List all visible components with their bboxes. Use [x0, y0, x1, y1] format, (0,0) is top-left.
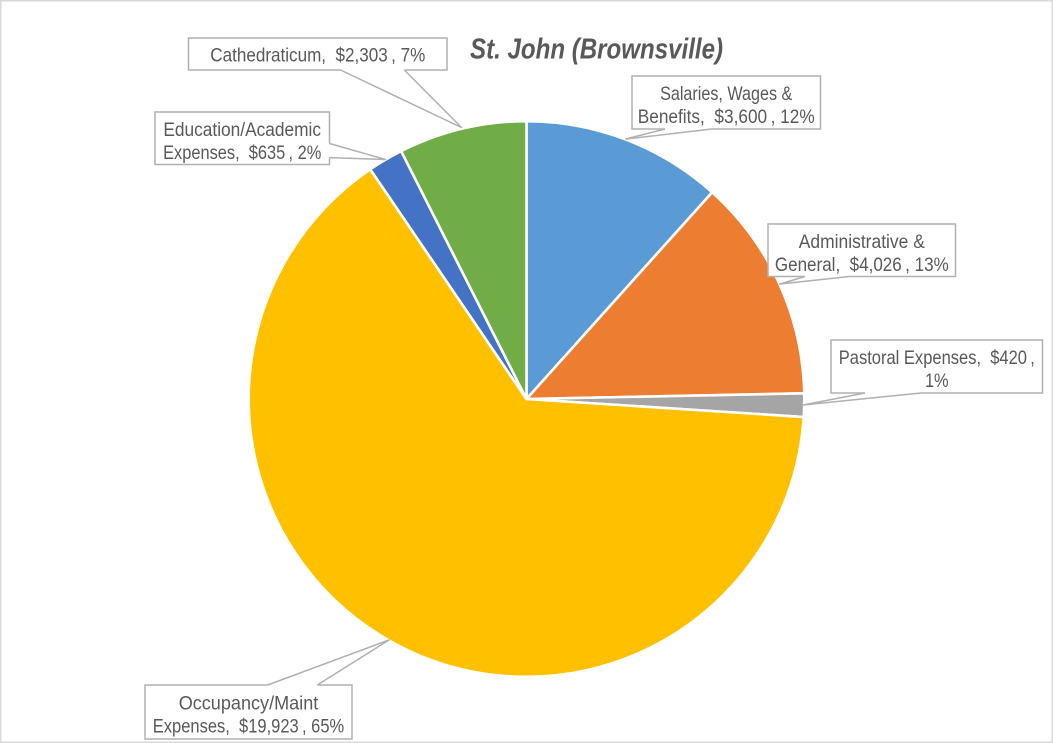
svg-text:Cathedraticum, $2,303 , 7%: Cathedraticum, $2,303 , 7% — [210, 45, 425, 67]
svg-text:Salaries, Wages &: Salaries, Wages & — [660, 83, 792, 105]
svg-text:Occupancy/Maint: Occupancy/Maint — [179, 693, 319, 715]
svg-text:Expenses, $19,923 , 65%: Expenses, $19,923 , 65% — [153, 716, 344, 738]
svg-text:Pastoral Expenses, $420 ,: Pastoral Expenses, $420 , — [839, 347, 1035, 369]
svg-text:St. John (Brownsville): St. John (Brownsville) — [470, 33, 723, 65]
svg-text:1%: 1% — [925, 370, 949, 392]
svg-text:Expenses, $635 , 2%: Expenses, $635 , 2% — [163, 142, 321, 164]
svg-text:General, $4,026 , 13%: General, $4,026 , 13% — [775, 254, 949, 276]
svg-text:Benefits, $3,600 , 12%: Benefits, $3,600 , 12% — [638, 106, 815, 128]
svg-text:Administrative &: Administrative & — [799, 231, 925, 253]
svg-text:Education/Academic: Education/Academic — [163, 119, 321, 141]
